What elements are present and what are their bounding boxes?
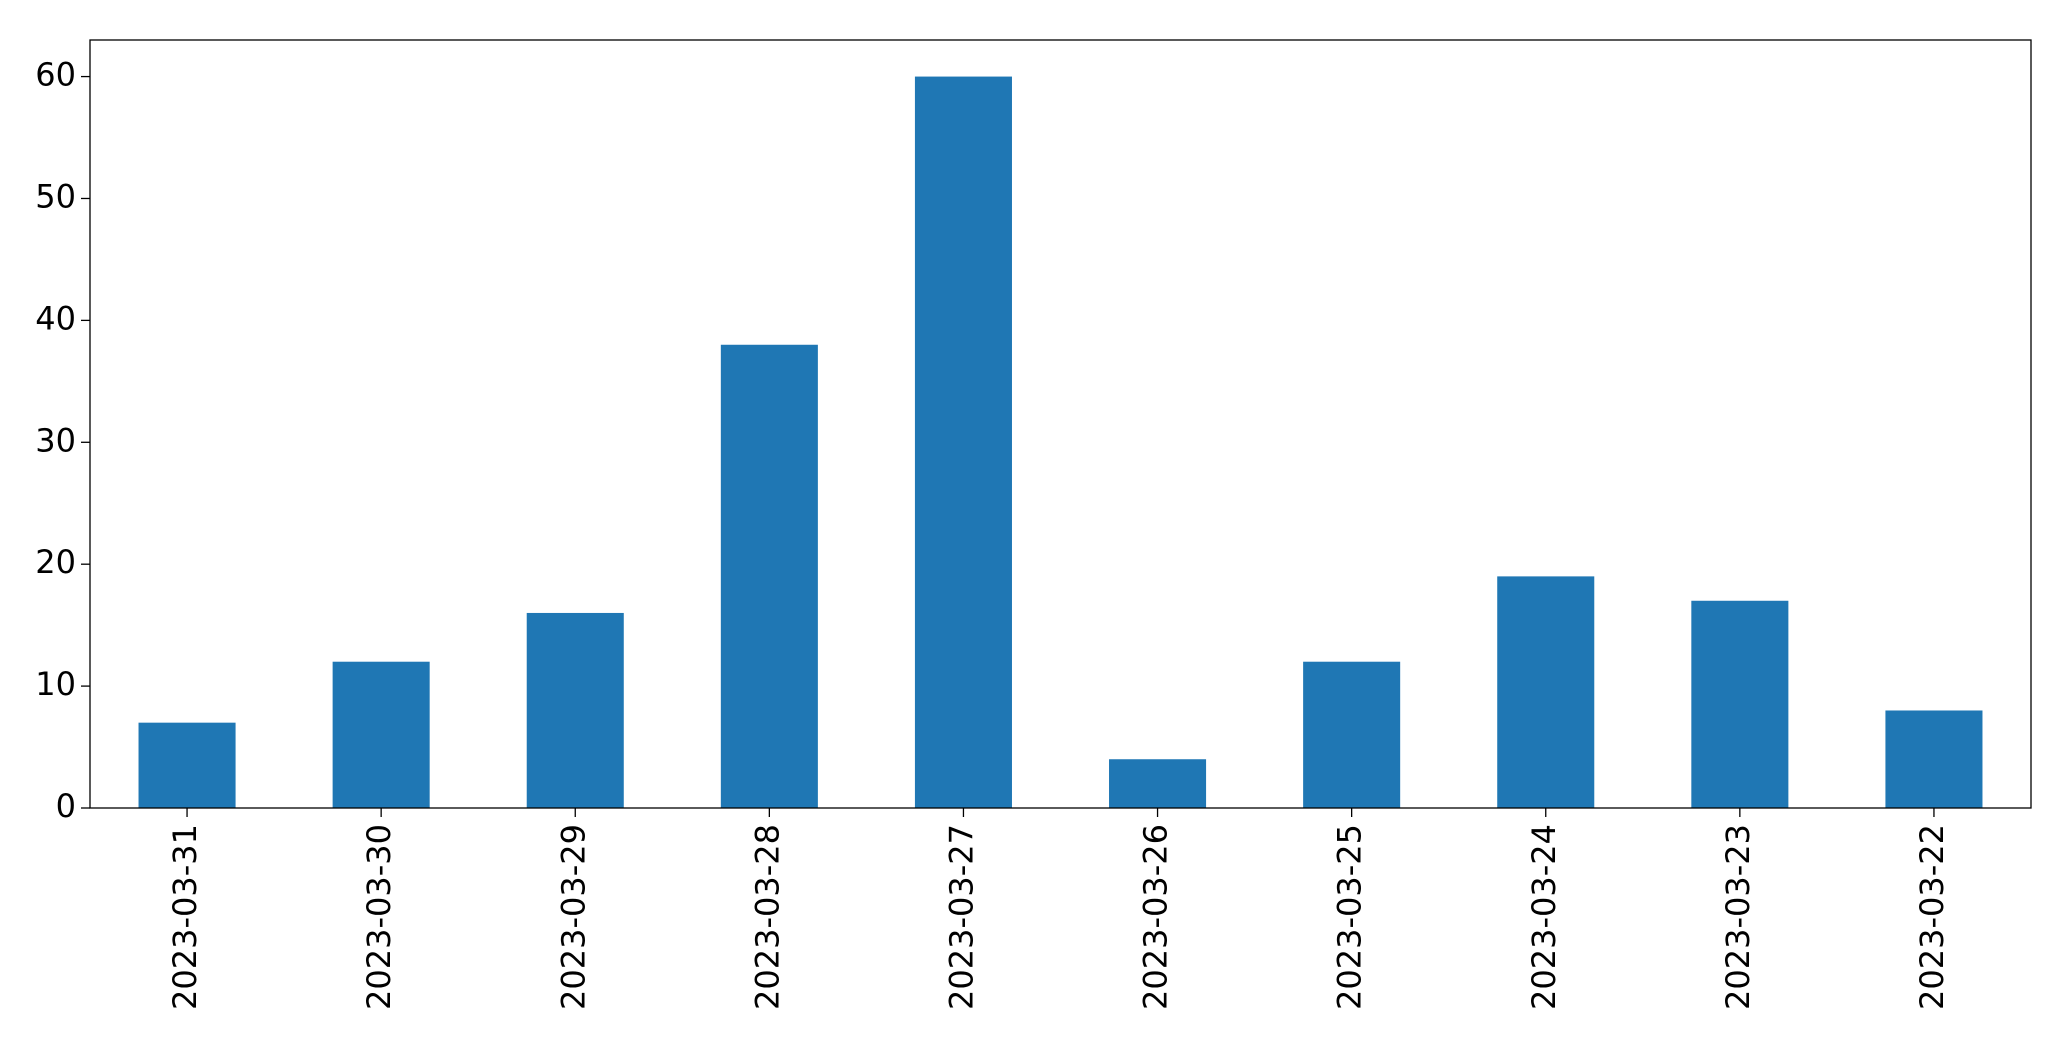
bar [1691,600,1789,808]
x-tick-label: 2023-03-31 [166,824,204,1010]
x-tick-label: 2023-03-25 [1331,824,1369,1010]
bar [720,344,818,808]
y-tick-label: 20 [35,543,76,581]
x-tick-label: 2023-03-29 [554,824,592,1010]
bar [1497,576,1595,808]
y-tick-label: 30 [35,421,76,459]
x-tick-label: 2023-03-27 [942,824,980,1010]
x-tick-label: 2023-03-23 [1719,824,1757,1010]
bar [1885,710,1983,808]
y-tick-label: 60 [35,56,76,94]
x-tick-label: 2023-03-30 [360,824,398,1010]
plot-frame [89,39,2032,809]
x-tick-label: 2023-03-22 [1913,824,1951,1010]
y-tick-label: 0 [56,787,76,825]
bar [332,661,430,808]
bar [526,612,624,808]
bar [138,722,236,808]
x-tick-label: 2023-03-26 [1137,824,1175,1010]
bar [1303,661,1401,808]
bar [1109,759,1207,808]
y-tick-label: 40 [35,299,76,337]
x-tick-label: 2023-03-24 [1525,824,1563,1010]
bar [914,76,1012,809]
y-tick-label: 50 [35,177,76,215]
y-tick-label: 10 [35,665,76,703]
x-tick-label: 2023-03-28 [748,824,786,1010]
